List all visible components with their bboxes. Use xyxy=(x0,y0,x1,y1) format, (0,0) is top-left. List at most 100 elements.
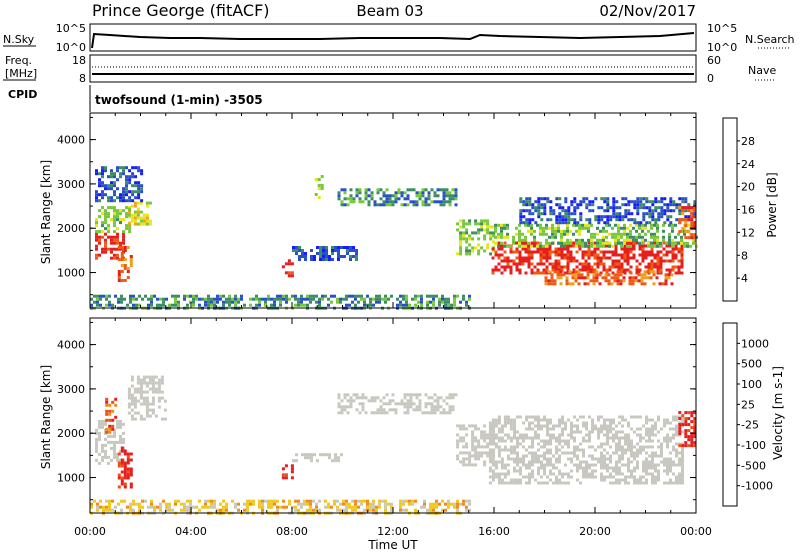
heatmap-cell xyxy=(570,460,573,464)
heatmap-cell xyxy=(141,499,144,503)
heatmap-cell xyxy=(672,209,676,213)
heatmap-cell xyxy=(388,200,392,204)
heatmap-cell xyxy=(552,481,555,485)
heatmap-cell xyxy=(630,448,633,452)
heatmap-cell xyxy=(101,419,104,423)
heatmap-cell xyxy=(120,508,123,512)
heatmap-cell xyxy=(436,396,440,400)
heatmap-cell xyxy=(337,258,340,261)
heatmap-cell xyxy=(572,232,575,236)
heatmap-cell xyxy=(442,191,446,195)
heatmap-cell xyxy=(417,294,420,298)
heatmap-cell xyxy=(111,424,115,428)
heatmap-cell xyxy=(522,209,526,213)
heatmap-cell xyxy=(402,499,405,503)
heatmap-cell xyxy=(320,187,324,190)
heatmap-cell xyxy=(153,294,156,298)
heatmap-cell xyxy=(631,276,635,280)
heatmap-cell xyxy=(406,405,410,409)
heatmap-cell xyxy=(237,300,240,304)
heatmap-cell xyxy=(139,384,143,388)
heatmap-cell xyxy=(95,190,98,194)
heatmap-cell xyxy=(352,249,355,252)
heatmap-cell xyxy=(339,508,342,512)
heatmap-cell xyxy=(614,265,618,269)
heatmap-cell xyxy=(596,256,600,260)
heatmap-cell xyxy=(570,212,574,216)
heatmap-cell xyxy=(666,469,669,473)
heatmap-cell xyxy=(314,178,318,181)
heatmap-cell xyxy=(621,424,624,428)
heatmap-cell xyxy=(655,276,659,280)
heatmap-cell xyxy=(130,402,134,406)
heatmap-cell xyxy=(584,244,587,248)
heatmap-cell xyxy=(145,411,149,415)
heatmap-cell xyxy=(603,215,607,219)
heatmap-cell xyxy=(585,218,589,222)
heatmap-cell xyxy=(336,499,339,503)
heatmap-cell xyxy=(690,438,694,442)
heatmap-cell xyxy=(294,303,297,307)
heatmap-cell xyxy=(477,442,481,446)
heatmap-cell xyxy=(570,421,573,425)
heatmap-cell xyxy=(651,466,654,470)
heatmap-cell xyxy=(345,502,348,506)
heatmap-cell xyxy=(610,276,614,280)
heatmap-cell xyxy=(147,297,150,301)
heatmap-cell xyxy=(525,454,528,458)
heatmap-cell xyxy=(370,396,374,400)
heatmap-cell xyxy=(491,475,495,479)
heatmap-cell xyxy=(669,215,673,219)
y-tick-label: 4000 xyxy=(57,339,85,352)
heatmap-cell xyxy=(388,194,392,198)
heatmap-cell xyxy=(645,463,648,467)
heatmap-cell xyxy=(139,201,143,205)
heatmap-cell xyxy=(327,297,330,301)
heatmap-cell xyxy=(397,191,401,195)
heatmap-cell xyxy=(666,209,670,213)
heatmap-cell xyxy=(567,221,571,225)
heatmap-cell xyxy=(306,499,309,503)
heatmap-cell xyxy=(421,411,425,415)
heatmap-cell xyxy=(628,276,632,280)
heatmap-cell xyxy=(119,196,122,200)
heatmap-cell xyxy=(418,191,422,195)
heatmap-cell xyxy=(107,224,110,228)
heatmap-cell xyxy=(617,232,620,236)
heatmap-cell xyxy=(585,203,589,207)
heatmap-cell xyxy=(592,270,596,274)
heatmap-cell xyxy=(102,505,105,509)
heatmap-cell xyxy=(528,415,531,419)
heatmap-cell xyxy=(391,399,395,403)
heatmap-cell xyxy=(228,297,231,301)
heatmap-cell xyxy=(668,232,671,236)
heatmap-cell xyxy=(669,209,673,213)
heatmap-cell xyxy=(456,424,460,428)
heatmap-cell xyxy=(497,472,501,476)
heatmap-cell xyxy=(677,232,680,236)
heatmap-cell xyxy=(488,448,492,452)
heatmap-cell xyxy=(222,303,225,307)
heatmap-cell xyxy=(618,430,621,434)
heatmap-cell xyxy=(480,219,484,223)
heatmap-cell xyxy=(608,244,611,248)
heatmap-cell xyxy=(645,481,648,485)
heatmap-cell xyxy=(516,478,519,482)
heatmap-cell xyxy=(693,209,697,213)
heatmap-cell xyxy=(668,241,671,245)
heatmap-cell xyxy=(497,223,500,227)
heatmap-cell xyxy=(624,418,627,422)
heatmap-cell xyxy=(134,190,138,194)
heatmap-cell xyxy=(635,268,639,272)
heatmap-cell xyxy=(129,508,132,512)
colorbar-tick-label: -25 xyxy=(741,419,759,432)
heatmap-cell xyxy=(119,434,122,438)
heatmap-cell xyxy=(113,212,116,216)
heatmap-cell xyxy=(623,229,626,233)
heatmap-cell xyxy=(228,303,231,307)
heatmap-cell xyxy=(570,433,573,437)
heatmap-cell xyxy=(533,235,536,239)
heatmap-cell xyxy=(528,463,531,467)
heatmap-cell xyxy=(494,223,497,227)
heatmap-cell xyxy=(415,194,419,198)
